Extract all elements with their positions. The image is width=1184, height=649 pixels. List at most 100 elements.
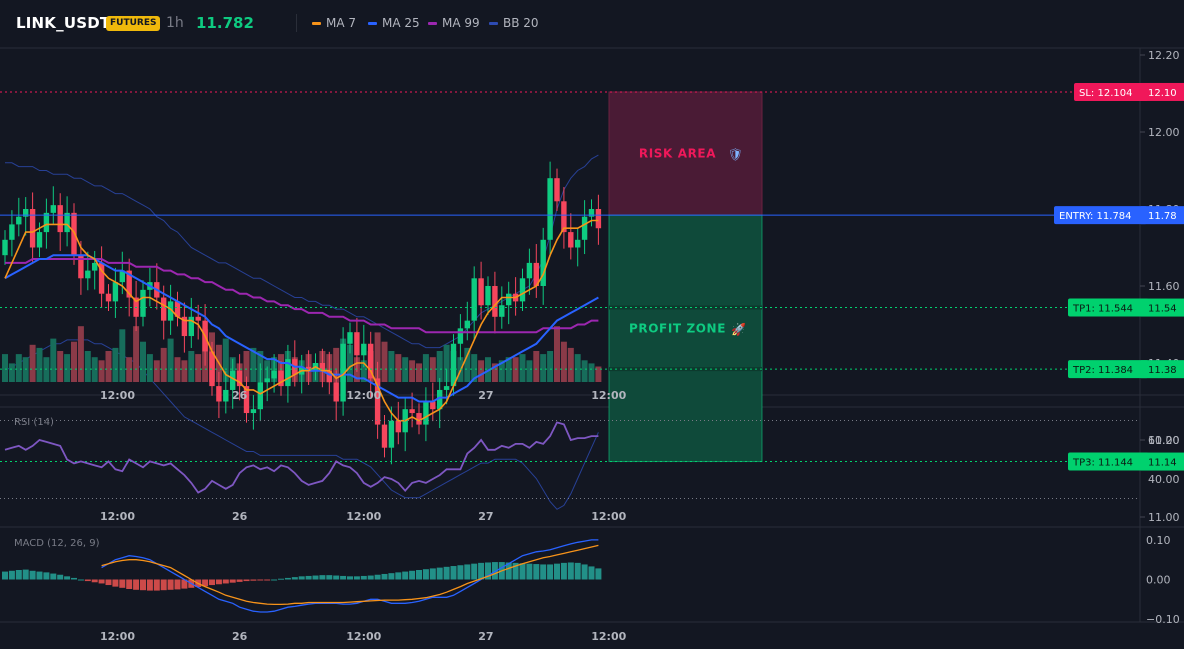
macd-histogram-bar (43, 572, 50, 580)
candle-body (354, 332, 360, 356)
macd-histogram-bar (395, 572, 402, 580)
y-tick-label: 11.20 (1148, 434, 1180, 447)
timeframe-label[interactable]: 1h (166, 15, 184, 31)
candle-body (416, 413, 422, 425)
macd-histogram-bar (347, 576, 353, 580)
macd-histogram-bar (84, 579, 91, 582)
candle-body (140, 289, 146, 317)
macd-histogram-bar (298, 576, 305, 580)
macd-histogram-bar (64, 576, 71, 580)
volume-bar (222, 338, 229, 382)
profit-zone-label: PROFIT ZONE (629, 322, 726, 336)
symbol-title[interactable]: LINK_USDT (16, 14, 111, 32)
volume-bar (595, 366, 602, 382)
x-tick-label: 12:00 (100, 389, 135, 402)
macd-histogram-bar (291, 577, 298, 580)
futures-badge: FUTURES (106, 16, 161, 31)
macd-y-tick-label: 0.10 (1146, 534, 1171, 547)
candle-body (437, 389, 443, 410)
macd-histogram-bar (526, 563, 533, 580)
bb20-swatch (489, 22, 498, 25)
macd-histogram-bar (436, 567, 443, 580)
macd-histogram-bar (422, 569, 429, 580)
macd-histogram-bar (105, 579, 112, 586)
y-tick-label: 12.20 (1148, 49, 1180, 62)
candle-body (278, 370, 284, 387)
macd-histogram-bar (457, 565, 464, 580)
ma7-swatch (312, 22, 321, 25)
candle-body (485, 286, 491, 306)
candle-body (92, 262, 98, 271)
x-tick-label: 12:00 (346, 389, 381, 402)
macd-histogram-bar (146, 579, 153, 591)
y-tick-label: 12.00 (1148, 126, 1180, 139)
ma25-line (4, 254, 599, 403)
macd-histogram-bar (98, 579, 105, 584)
legend-ma25[interactable]: MA 25 (368, 16, 420, 30)
sl-tag (1074, 82, 1148, 101)
volume-bar (333, 347, 340, 382)
macd-histogram-bar (574, 562, 581, 580)
candles (2, 161, 602, 465)
macd-histogram-bar (353, 576, 360, 580)
legend-ma7[interactable]: MA 7 (312, 16, 356, 30)
macd-histogram-bar (140, 579, 146, 591)
candle-body (374, 378, 381, 425)
candle-body (554, 178, 560, 202)
macd-histogram-bar (305, 575, 312, 580)
volume-bar (140, 341, 146, 382)
volume-bar (126, 357, 133, 382)
candle-body (195, 316, 201, 321)
candle-body (506, 293, 512, 306)
ma99-line (5, 258, 599, 334)
volume-bar (71, 341, 77, 382)
macd-histogram-bar (547, 564, 554, 580)
candle-body (64, 212, 70, 233)
candle-body (443, 386, 450, 390)
volume-bar (167, 338, 174, 382)
legend-bb20[interactable]: BB 20 (489, 16, 539, 30)
macd-histogram-bar (512, 562, 519, 580)
macd-histogram-bar (77, 579, 84, 581)
candle-body (250, 409, 257, 414)
tp3-axis-tag (1141, 452, 1184, 471)
candle-body (326, 370, 332, 383)
volume-bar (381, 341, 388, 382)
candle-body (388, 420, 395, 448)
macd-histogram-bar (57, 574, 64, 580)
rsi-panel: RSI (14) 60.00 40.00 12:00 26 12:00 27 12:00 (0, 417, 1180, 523)
legend-ma25-label: MA 25 (382, 16, 420, 30)
trade-zones[interactable]: RISK AREA 🛡 PROFIT ZONE 🚀 (608, 91, 763, 463)
sl-axis-tag-text: 12.10 (1148, 88, 1177, 99)
candle-body (16, 216, 22, 225)
macd-histogram-bar (464, 564, 471, 580)
candle-body (340, 343, 346, 402)
volume-bar (547, 351, 554, 382)
candle-body (478, 278, 484, 306)
candle-body (595, 209, 602, 229)
candle-body (2, 239, 8, 256)
legend-ma99[interactable]: MA 99 (428, 16, 480, 30)
candle-body (112, 282, 119, 302)
volume-bar (347, 344, 353, 382)
bb-lower-line (4, 339, 599, 510)
candle-body (319, 363, 326, 371)
macd-histogram-bar (485, 562, 491, 580)
macd-histogram-bar (340, 575, 347, 580)
volume-bar (505, 357, 512, 382)
candle-body (588, 209, 595, 217)
volume-bar (560, 341, 567, 382)
macd-histogram-bar (319, 575, 326, 580)
volume-bar (588, 363, 595, 382)
macd-histogram-bar (505, 562, 512, 580)
macd-histogram-bar (429, 568, 436, 580)
candle-body (29, 209, 36, 248)
macd-histogram-bar (243, 579, 250, 582)
candle-body (181, 316, 188, 337)
candle-body (50, 205, 56, 213)
tp1-axis-tag-text: 11.54 (1148, 304, 1177, 315)
volume-bar (250, 347, 257, 382)
candle-body (381, 424, 388, 448)
candle-body (264, 378, 270, 383)
